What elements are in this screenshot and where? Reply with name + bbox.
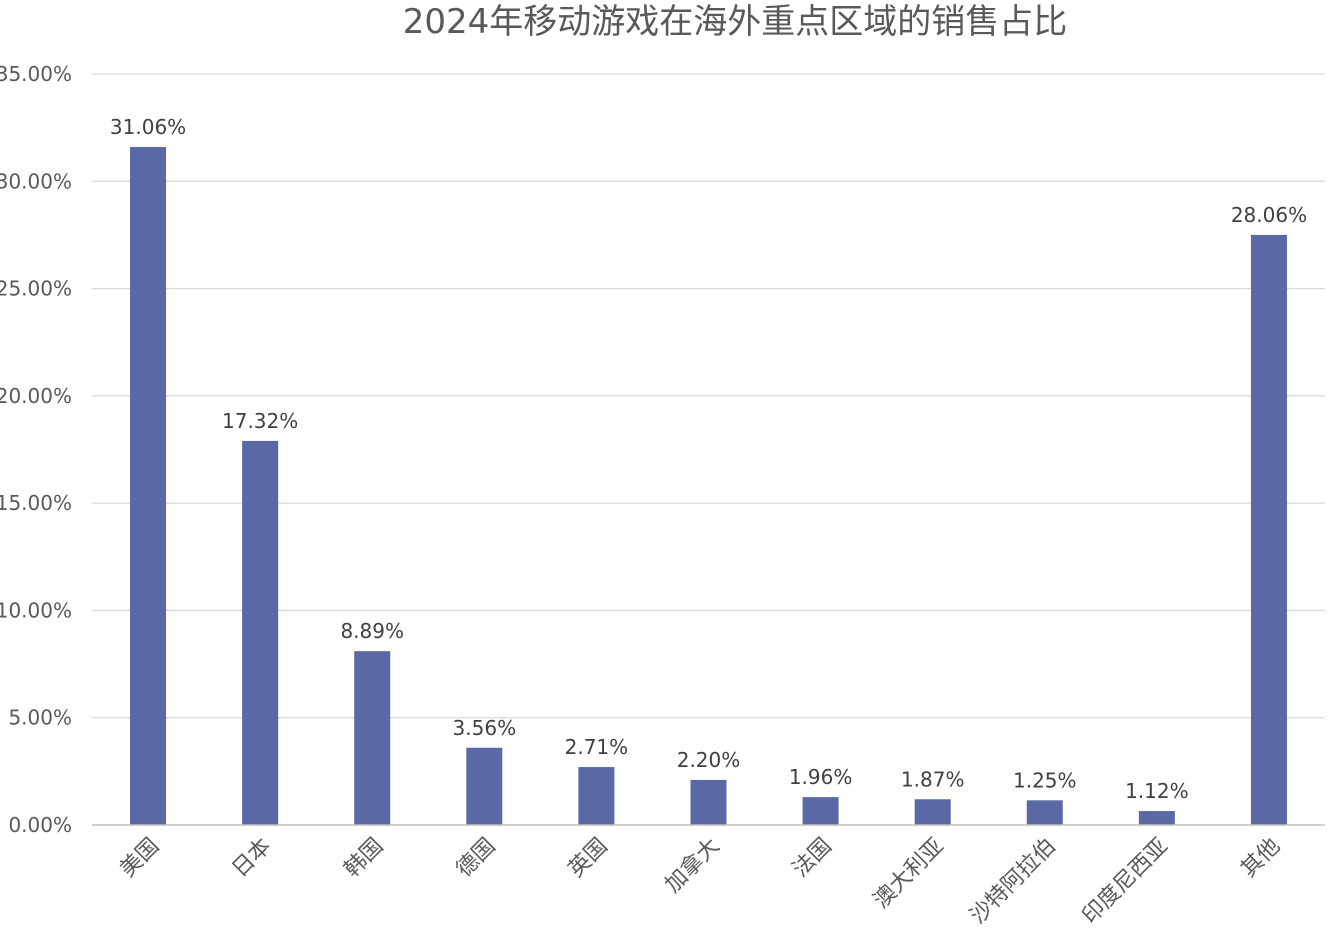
x-tick-label: 澳大利亚: [869, 834, 949, 914]
data-label: 1.25%: [1013, 768, 1077, 792]
data-label: 17.32%: [222, 409, 298, 433]
y-tick-label: 5.00%: [8, 706, 72, 730]
bar: [578, 767, 615, 825]
x-tick-label: 德国: [452, 834, 501, 883]
bar: [690, 779, 727, 825]
x-tick-label: 沙特阿拉伯: [966, 834, 1061, 929]
data-label: 2.20%: [677, 748, 741, 772]
x-tick-label: 美国: [115, 834, 164, 883]
x-tick-label: 韩国: [340, 834, 389, 883]
bar: [354, 651, 391, 825]
bar: [1026, 800, 1063, 825]
y-tick-label: 35.00%: [0, 62, 72, 86]
x-axis-ticks: 美国 日本 韩国 德国 英国 加拿大 法国 澳大利亚 沙特阿拉伯 印度尼西亚 其他: [115, 833, 1285, 929]
x-tick-label: 加拿大: [660, 833, 725, 898]
bar: [1250, 234, 1287, 825]
bar: [130, 146, 167, 825]
data-label: 31.06%: [110, 115, 186, 139]
bar: [914, 799, 951, 825]
data-label: 1.87%: [901, 767, 965, 791]
data-label: 1.12%: [1125, 779, 1189, 803]
x-tick-label: 印度尼西亚: [1078, 834, 1173, 929]
data-label: 1.96%: [789, 765, 853, 789]
chart-title: 2024年移动游戏在海外重点区域的销售占比: [403, 2, 1068, 42]
x-tick-label: 英国: [564, 834, 613, 883]
y-tick-label: 10.00%: [0, 598, 72, 622]
gridlines: [92, 73, 1325, 719]
x-tick-label: 其他: [1236, 834, 1285, 883]
y-tick-label: 30.00%: [0, 169, 72, 193]
bars: [130, 146, 1287, 825]
data-label: 2.71%: [565, 735, 629, 759]
data-label: 28.06%: [1231, 203, 1307, 227]
bar: [242, 440, 279, 825]
y-tick-label: 25.00%: [0, 277, 72, 301]
bar: [802, 797, 839, 825]
data-label: 3.56%: [453, 716, 517, 740]
y-tick-label: 20.00%: [0, 384, 72, 408]
data-labels: 31.06% 17.32% 8.89% 3.56% 2.71% 2.20% 1.96% 1.8…: [110, 115, 1307, 803]
y-axis-ticks: 0.00% 5.00% 10.00% 15.00% 20.00% 25.00% 30.00%…: [0, 62, 72, 837]
x-tick-label: 日本: [228, 834, 277, 883]
bar: [466, 747, 503, 825]
x-tick-label: 法国: [788, 834, 837, 883]
bar: [1138, 811, 1175, 825]
y-tick-label: 0.00%: [8, 813, 72, 837]
data-label: 8.89%: [340, 619, 404, 643]
y-tick-label: 15.00%: [0, 491, 72, 515]
